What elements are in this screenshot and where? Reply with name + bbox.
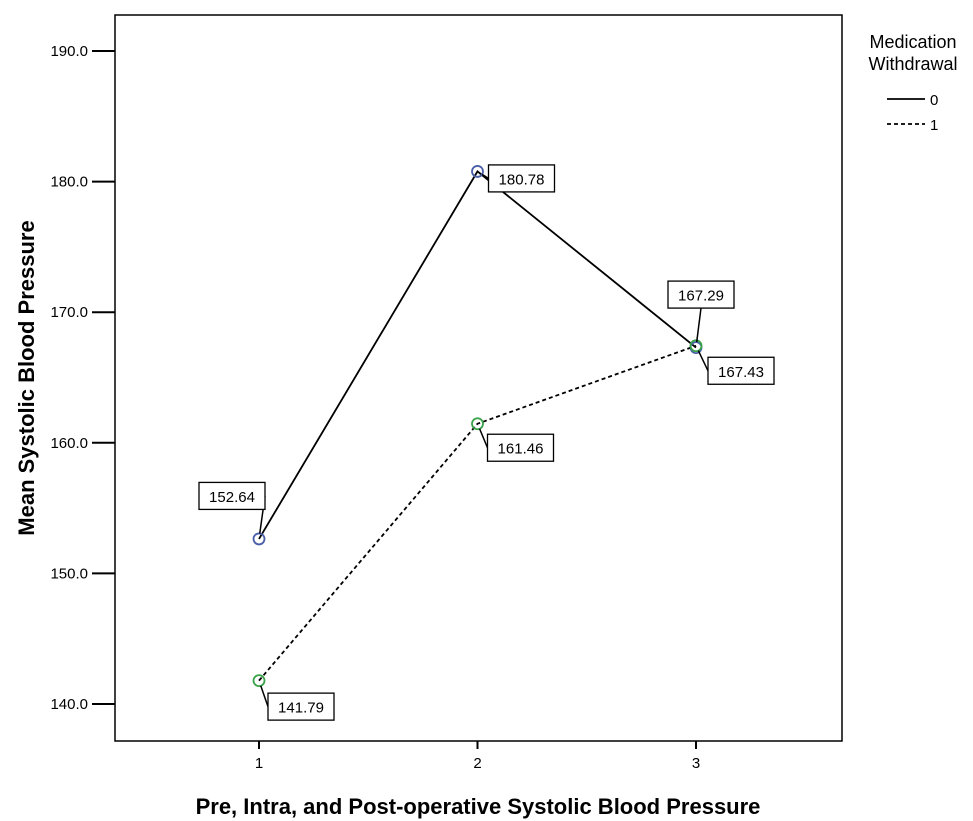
y-tick-label: 170.0 <box>50 304 88 321</box>
y-axis: 140.0 150.0 160.0 170.0 180.0 190.0 <box>50 43 115 713</box>
legend-title-line1: Medication <box>869 32 956 52</box>
y-tick-label: 140.0 <box>50 696 88 713</box>
x-tick-label: 2 <box>473 755 481 772</box>
data-point-marker <box>252 674 266 688</box>
data-label-leader <box>697 350 709 372</box>
data-point-marker <box>252 532 266 546</box>
data-point-marker <box>471 417 484 431</box>
y-tick-label: 190.0 <box>50 43 88 60</box>
x-tick-label: 3 <box>692 755 700 772</box>
y-tick-label: 180.0 <box>50 174 88 191</box>
data-label: 167.29 <box>678 288 724 305</box>
y-tick-label: 160.0 <box>50 435 88 452</box>
data-label-box <box>198 481 266 511</box>
series-layer <box>252 165 703 688</box>
data-label-box <box>267 692 335 721</box>
y-tick-label: 150.0 <box>50 565 88 582</box>
legend-label-series-0: 0 <box>930 92 938 109</box>
data-point-marker <box>689 339 703 353</box>
data-point-marker <box>471 165 484 178</box>
x-tick-label: 1 <box>255 755 263 772</box>
data-label: 180.78 <box>499 171 545 188</box>
data-label-box <box>707 356 775 385</box>
x-axis-title: Pre, Intra, and Post-operative Systolic … <box>196 794 761 819</box>
data-label-leader <box>260 685 269 707</box>
data-label-leader <box>481 173 489 180</box>
data-label-box <box>487 164 556 193</box>
legend-title-line2: Withdrawal <box>868 54 957 74</box>
data-labels-layer: 152.64 180.78 167.29 141.79 161.46 167.43 <box>198 164 775 721</box>
series-line-0 <box>258 170 697 540</box>
data-label: 161.46 <box>498 441 544 458</box>
data-label-box <box>667 280 735 309</box>
data-label-box <box>486 433 555 462</box>
series-line-1 <box>258 344 697 682</box>
legend-label-series-1: 1 <box>930 117 938 134</box>
x-axis: 1 2 3 <box>255 741 700 772</box>
data-label-leader <box>478 428 489 449</box>
y-axis-title: Mean Systolic Blood Pressure <box>14 220 39 535</box>
data-label: 141.79 <box>278 700 324 717</box>
data-label-leader <box>695 307 702 343</box>
data-label: 152.64 <box>209 489 255 506</box>
legend: Medication Withdrawal 0 1 <box>868 32 957 134</box>
data-label: 167.43 <box>718 364 764 381</box>
